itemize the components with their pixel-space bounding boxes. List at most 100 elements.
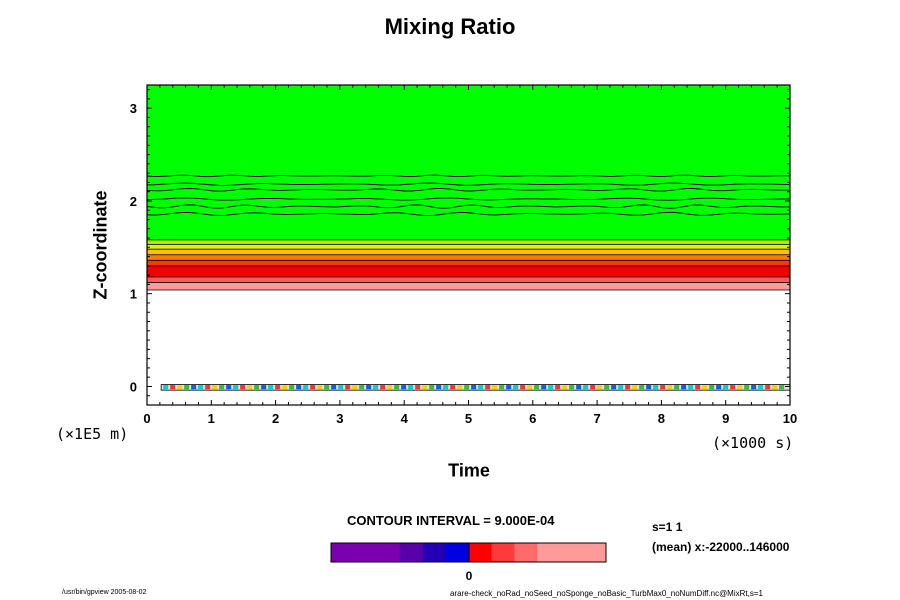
colorbar-cell xyxy=(560,543,584,562)
footer-command: /usr/bin/gpview 2005-08-02 xyxy=(62,589,147,596)
surface-patch xyxy=(772,385,778,390)
band-0 xyxy=(147,282,790,290)
surface-patch xyxy=(758,385,764,390)
surface-patch xyxy=(674,385,680,390)
surface-patch xyxy=(219,385,225,390)
surface-patch xyxy=(527,385,533,390)
contour-line-wavy-4 xyxy=(146,182,790,186)
surface-patch xyxy=(625,385,631,390)
surface-layer xyxy=(160,384,791,391)
surface-patch xyxy=(226,385,232,390)
x-tick-label: 1 xyxy=(208,411,215,426)
band-1 xyxy=(147,277,790,283)
x-tick-label: 8 xyxy=(658,411,665,426)
colorbar-cell xyxy=(399,543,424,562)
x-tick-label: 2 xyxy=(272,411,279,426)
surface-patch xyxy=(373,385,379,390)
colorbar-cell xyxy=(445,543,469,562)
x-tick-label: 3 xyxy=(336,411,343,426)
surface-patch xyxy=(408,385,414,390)
surface-patch xyxy=(779,385,785,390)
band-7 xyxy=(147,239,790,245)
surface-patch xyxy=(324,385,330,390)
surface-patch xyxy=(471,385,477,390)
x-tick-label: 5 xyxy=(465,411,472,426)
y-axis-unit: (×1E5 m) xyxy=(56,425,129,443)
band-8 xyxy=(147,85,790,240)
colorbar-cell xyxy=(422,543,447,562)
x-tick-label: 9 xyxy=(722,411,729,426)
colorbar-cell xyxy=(353,543,378,562)
band-5 xyxy=(147,249,790,255)
surface-patch xyxy=(170,385,176,390)
colorbar-cell xyxy=(583,543,607,562)
surface-patch xyxy=(289,385,295,390)
contour-lines xyxy=(146,174,790,291)
contour-interval-label: CONTOUR INTERVAL = 9.000E-04 xyxy=(347,513,555,528)
surface-patch xyxy=(506,385,512,390)
band-2 xyxy=(147,265,790,277)
y-tick-label: 3 xyxy=(130,101,137,116)
surface-patch xyxy=(660,385,666,390)
x-axis-unit: (×1000 s) xyxy=(712,434,794,452)
surface-patch xyxy=(723,385,729,390)
surface-patch xyxy=(492,385,498,390)
surface-patch xyxy=(590,385,596,390)
surface-patch xyxy=(310,385,316,390)
surface-patch xyxy=(240,385,246,390)
colorbar-cell xyxy=(468,543,492,562)
surface-patch xyxy=(352,385,358,390)
surface-patch xyxy=(387,385,393,390)
contour-line-wavy-0 xyxy=(146,204,790,209)
surface-patch xyxy=(394,385,400,390)
y-tick-label: 1 xyxy=(130,287,137,302)
y-tick-label: 0 xyxy=(130,379,137,394)
x-tick-label: 6 xyxy=(529,411,536,426)
surface-patch xyxy=(562,385,568,390)
color-bands xyxy=(147,85,790,290)
surface-patch xyxy=(702,385,708,390)
surface-patch xyxy=(709,385,715,390)
band-3 xyxy=(147,260,790,266)
colorbar-tick-label: 0 xyxy=(465,569,473,583)
x-tick-label: 0 xyxy=(143,411,150,426)
surface-patch xyxy=(457,385,463,390)
surface-patch xyxy=(583,385,589,390)
surface-patch xyxy=(282,385,288,390)
band-6 xyxy=(147,244,790,250)
surface-patch xyxy=(464,385,470,390)
colorbar-cell xyxy=(537,543,561,562)
colorbar-cell xyxy=(514,543,538,562)
colorbar xyxy=(330,542,607,563)
surface-patch xyxy=(429,385,435,390)
colorbar-cell xyxy=(376,543,401,562)
surface-patch xyxy=(198,385,204,390)
surface-patch xyxy=(653,385,659,390)
surface-patch xyxy=(177,385,183,390)
surface-patch xyxy=(681,385,687,390)
surface-patch xyxy=(555,385,561,390)
surface-patch xyxy=(548,385,554,390)
surface-patch xyxy=(317,385,323,390)
surface-patch xyxy=(569,385,575,390)
footer-filename: arare-check_noRad_noSeed_noSponge_noBasi… xyxy=(450,589,763,598)
surface-patch xyxy=(338,385,344,390)
y-tick-label: 2 xyxy=(130,194,137,209)
surface-patch xyxy=(359,385,365,390)
surface-patch xyxy=(331,385,337,390)
surface-patch xyxy=(261,385,267,390)
surface-patch xyxy=(485,385,491,390)
surface-patch xyxy=(212,385,218,390)
colorbar-cell xyxy=(491,543,515,562)
surface-patch xyxy=(268,385,274,390)
chart-title: Mixing Ratio xyxy=(384,14,516,39)
contour-line-wavy-5 xyxy=(146,174,790,178)
surface-patch xyxy=(667,385,673,390)
x-tick-label: 4 xyxy=(401,411,409,426)
contour-line-wavy-1 xyxy=(146,211,790,216)
x-tick-label: 10 xyxy=(783,411,797,426)
surface-patch xyxy=(639,385,645,390)
surface-patch xyxy=(618,385,624,390)
surface-patch xyxy=(422,385,428,390)
